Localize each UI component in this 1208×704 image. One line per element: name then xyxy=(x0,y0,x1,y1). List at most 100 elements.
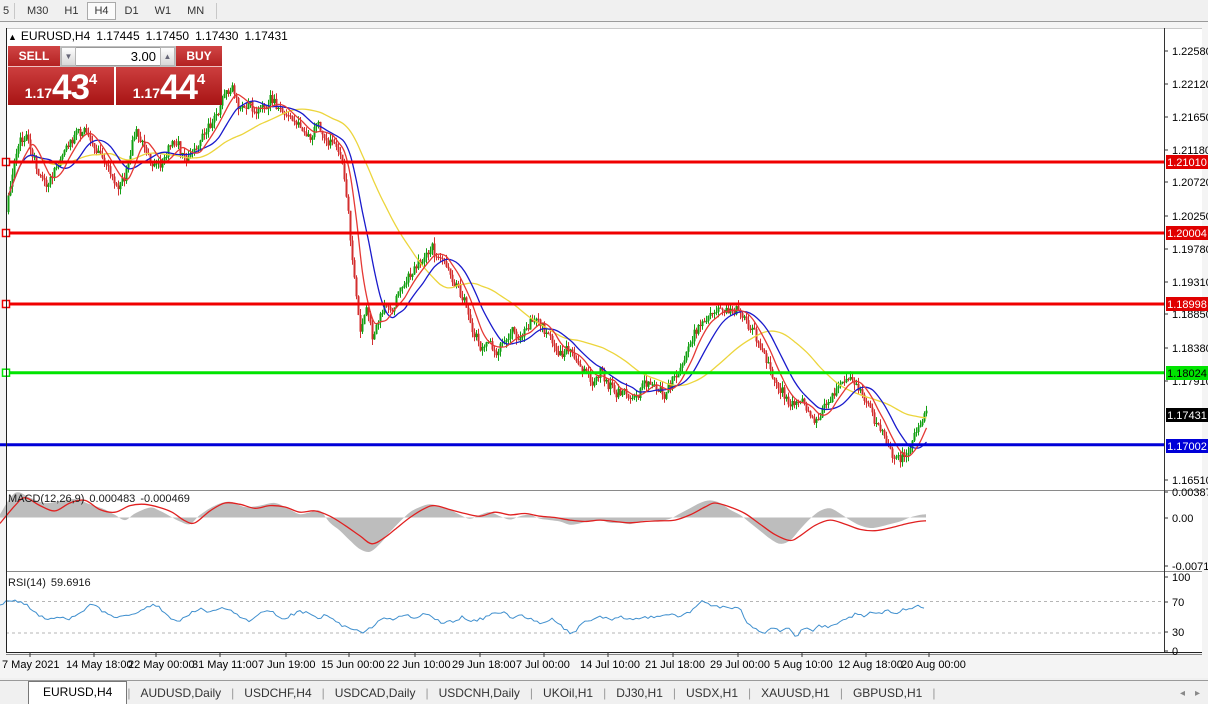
volume-input[interactable]: 3.00 xyxy=(76,47,160,66)
timeframe-button-h4[interactable]: H4 xyxy=(87,1,116,20)
ohlc-open: 1.17445 xyxy=(96,29,140,43)
svg-text:14 May 18:00: 14 May 18:00 xyxy=(66,659,133,671)
svg-text:30: 30 xyxy=(1172,627,1184,639)
svg-text:0.00: 0.00 xyxy=(1172,513,1193,525)
svg-text:29 Jun 18:00: 29 Jun 18:00 xyxy=(452,659,516,671)
ohlc-low: 1.17430 xyxy=(195,29,239,43)
tab-scroll-right-icon[interactable]: ▸ xyxy=(1194,688,1200,699)
svg-text:1.20720: 1.20720 xyxy=(1172,177,1208,189)
svg-text:7 May 2021: 7 May 2021 xyxy=(2,659,59,671)
sell-price-big: 43 xyxy=(51,68,90,108)
rsi-panel xyxy=(0,599,1164,637)
svg-text:1.19780: 1.19780 xyxy=(1172,244,1208,256)
sell-price-sup: 4 xyxy=(88,71,98,88)
svg-text:0: 0 xyxy=(1172,646,1178,658)
price-axis-badges: 1.21010 1.20004 1.18998 1.18024 1.17431 1.170… xyxy=(1166,155,1208,453)
svg-text:1.18850: 1.18850 xyxy=(1172,309,1208,321)
buy-price-big: 44 xyxy=(159,68,198,108)
tab-divider: | xyxy=(839,686,843,700)
chart-tab-usdcad-daily[interactable]: USDCAD,Daily xyxy=(334,686,416,700)
svg-text:15 Jun 00:00: 15 Jun 00:00 xyxy=(321,659,385,671)
timeframe-button-m30[interactable]: M30 xyxy=(27,4,49,17)
svg-text:1.18024: 1.18024 xyxy=(1167,368,1207,380)
tab-divider: | xyxy=(672,686,676,700)
svg-text:20 Aug 00:00: 20 Aug 00:00 xyxy=(901,659,966,671)
buy-button[interactable]: BUY xyxy=(176,46,222,67)
ohlc-close: 1.17431 xyxy=(244,29,288,43)
moving-averages-layer xyxy=(7,93,928,458)
timeframe-button-w1[interactable]: W1 xyxy=(154,4,172,17)
svg-text:31 May 11:00: 31 May 11:00 xyxy=(192,659,258,671)
svg-text:21 Jul 18:00: 21 Jul 18:00 xyxy=(645,659,705,671)
chart-tab-gbpusd-h1[interactable]: GBPUSD,H1 xyxy=(852,686,923,700)
svg-text:1.18380: 1.18380 xyxy=(1172,343,1208,355)
panel-frames xyxy=(6,28,1202,655)
chart-tab-usdchf-h4[interactable]: USDCHF,H4 xyxy=(244,686,312,700)
chart-tab-usdx-h1[interactable]: USDX,H1 xyxy=(686,686,739,700)
svg-text:1.21010: 1.21010 xyxy=(1167,157,1207,169)
svg-text:1.20004: 1.20004 xyxy=(1167,228,1207,240)
tab-divider: | xyxy=(932,686,936,700)
sell-button[interactable]: SELL xyxy=(8,46,60,67)
macd-name: MACD(12,26,9) xyxy=(8,493,85,505)
chart-tab-ukoil-h1[interactable]: UKOil,H1 xyxy=(543,686,594,700)
svg-text:1.17002: 1.17002 xyxy=(1167,441,1207,453)
svg-text:0.003873: 0.003873 xyxy=(1172,487,1208,499)
buy-price-button[interactable]: 1.17 44 4 xyxy=(116,67,222,105)
chart-tab-eurusd-h4[interactable]: EURUSD,H4 xyxy=(28,681,128,704)
macd-signal-value: -0.000469 xyxy=(140,493,190,505)
tab-divider: | xyxy=(127,686,131,700)
svg-text:14 Jul 10:00: 14 Jul 10:00 xyxy=(580,659,640,671)
candles-layer xyxy=(7,82,928,468)
chart-tab-usdcnh-daily[interactable]: USDCNH,Daily xyxy=(438,686,520,700)
timeframe-button-clipped[interactable]: 5 xyxy=(3,4,9,17)
tab-divider: | xyxy=(231,686,235,700)
toolbar-divider xyxy=(216,2,218,19)
svg-text:22 Jun 10:00: 22 Jun 10:00 xyxy=(387,659,451,671)
horizontal-lines-layer[interactable] xyxy=(0,157,1164,447)
svg-text:1.21180: 1.21180 xyxy=(1172,145,1208,157)
tab-scroll-left-icon[interactable]: ◂ xyxy=(1179,688,1185,699)
one-click-trading-panel: SELL ▼ 3.00 ▲ BUY 1.17 43 4 1.17 44 4 xyxy=(8,46,222,105)
price-axis: 1.22580 1.22120 1.21650 1.21180 1.20720 1.202… xyxy=(1164,46,1208,658)
svg-text:1.22120: 1.22120 xyxy=(1172,79,1208,91)
sell-price-prefix: 1.17 xyxy=(24,85,52,101)
svg-text:1.22580: 1.22580 xyxy=(1172,46,1208,58)
rsi-name: RSI(14) xyxy=(8,577,46,589)
tab-divider: | xyxy=(425,686,429,700)
volume-increase-icon[interactable]: ▲ xyxy=(160,47,175,66)
chart-tab-audusd-daily[interactable]: AUDUSD,Daily xyxy=(140,686,222,700)
svg-text:1.16510: 1.16510 xyxy=(1172,475,1208,487)
timeframe-button-h1[interactable]: H1 xyxy=(64,4,79,17)
svg-text:29 Jul 00:00: 29 Jul 00:00 xyxy=(710,659,770,671)
svg-text:1.17431: 1.17431 xyxy=(1167,410,1207,422)
buy-price-prefix: 1.17 xyxy=(132,85,160,101)
buy-price-sup: 4 xyxy=(196,71,206,88)
macd-indicator-label: MACD(12,26,9) 0.000483 -0.000469 xyxy=(8,493,195,505)
volume-decrease-icon[interactable]: ▼ xyxy=(61,47,76,66)
timeframe-button-d1[interactable]: D1 xyxy=(124,4,139,17)
svg-text:100: 100 xyxy=(1172,572,1190,584)
chart-title: ▲ EURUSD,H4 1.17445 1.17450 1.17430 1.17431 xyxy=(8,29,294,43)
chart-collapse-icon[interactable]: ▲ xyxy=(8,32,17,42)
svg-text:1.21650: 1.21650 xyxy=(1172,112,1208,124)
svg-text:7 Jul 00:00: 7 Jul 00:00 xyxy=(516,659,570,671)
chart-tab-xauusd-h1[interactable]: XAUUSD,H1 xyxy=(761,686,830,700)
svg-text:7 Jun 19:00: 7 Jun 19:00 xyxy=(258,659,316,671)
timeframe-toolbar: 5 M30 H1 H4 D1 W1 MN xyxy=(0,0,1208,22)
sell-price-button[interactable]: 1.17 43 4 xyxy=(8,67,114,105)
svg-text:5 Aug 10:00: 5 Aug 10:00 xyxy=(774,659,833,671)
svg-text:12 Aug 18:00: 12 Aug 18:00 xyxy=(838,659,903,671)
svg-text:1.19310: 1.19310 xyxy=(1172,277,1208,289)
svg-text:70: 70 xyxy=(1172,597,1184,609)
rsi-value: 59.6916 xyxy=(50,577,91,589)
tab-divider: | xyxy=(321,686,325,700)
ohlc-high: 1.17450 xyxy=(145,29,190,43)
chart-tab-dj30-h1[interactable]: DJ30,H1 xyxy=(616,686,663,700)
svg-text:1.18998: 1.18998 xyxy=(1167,299,1207,311)
timeframe-button-mn[interactable]: MN xyxy=(187,4,205,17)
macd-panel xyxy=(0,492,927,552)
